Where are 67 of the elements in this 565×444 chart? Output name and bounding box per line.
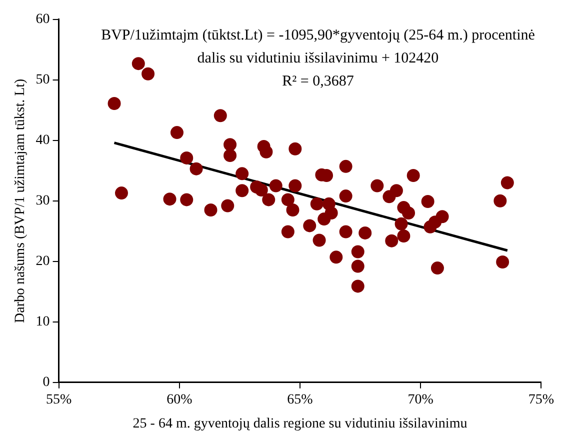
point [500,176,514,190]
point [115,186,128,200]
point [132,57,145,70]
point [339,160,352,173]
point [214,109,227,122]
y-tick-label: 10 [36,314,50,330]
point [108,96,121,110]
point [351,280,364,293]
point [496,256,510,269]
point [394,217,408,230]
point [402,206,416,220]
point [254,184,268,197]
y-tick-label: 30 [36,194,50,209]
point [312,234,326,247]
point [324,206,338,220]
y-tick-label: 50 [36,72,50,88]
x-tick-label: 60% [166,392,193,408]
point [397,229,410,242]
x-axis-title: 25 - 64 m. gyventojų dalis regione su vidutiniu išsilavinimu [132,416,468,432]
point [421,195,434,208]
annotation: dalis su vidutiniu išsilavinimu + 102420 [197,50,439,66]
annotation: R² = 0,3687 [282,73,354,90]
point [260,145,273,158]
y-tick-label: 60 [36,12,50,28]
x-tick-label: 70% [408,392,434,408]
point [358,226,372,240]
point [221,199,234,212]
point [180,151,194,164]
point [281,225,294,238]
point [390,184,403,198]
point [339,225,352,238]
point [339,190,352,203]
point [303,219,316,232]
point [430,262,444,275]
x-tick-label: 55% [46,392,72,408]
point [142,67,155,80]
point [288,179,302,192]
y-axis-title: Darbo našums (BVP/1 užimtajam tūkst. Lt) [13,78,28,323]
x-tick-label: 65% [287,392,314,408]
point [170,126,184,140]
point [330,250,343,264]
point [436,210,449,224]
point [406,168,420,182]
point [351,245,364,258]
point [288,142,302,156]
point [286,203,300,216]
point [236,167,249,180]
point [351,260,364,273]
point [494,194,507,208]
annotation: BVP/1užimtajm (tūktst.Lt) = -1095,90*gyventojų (25-64 m.) procentinė [101,27,536,44]
y-tick-label: 20 [36,254,50,270]
point [236,184,249,198]
point [163,192,176,206]
point [310,197,324,210]
point [262,193,276,206]
point [190,162,203,176]
point [385,234,398,248]
point [370,179,384,192]
y-tick-label: 0 [42,375,50,390]
point [269,179,282,192]
x-tick-label: 75% [528,392,554,408]
point [224,149,237,162]
point [180,193,194,206]
y-tick-label: 40 [36,133,50,148]
point [224,138,237,152]
point [204,203,218,216]
point [281,193,294,206]
